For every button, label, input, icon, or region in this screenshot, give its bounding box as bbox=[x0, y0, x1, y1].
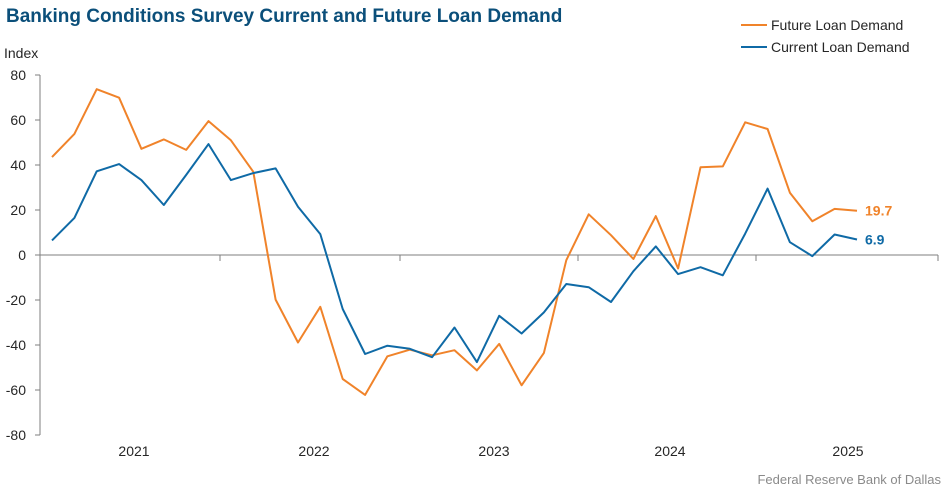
y-tick-label: -60 bbox=[6, 382, 26, 398]
y-tick-label: -20 bbox=[6, 292, 26, 308]
legend-label: Future Loan Demand bbox=[771, 17, 903, 33]
y-tick-label: 80 bbox=[10, 67, 26, 83]
series-end-label: 6.9 bbox=[865, 231, 885, 247]
y-tick-label: 60 bbox=[10, 112, 26, 128]
series-line-current-loan-demand bbox=[51, 143, 858, 364]
legend-label: Current Loan Demand bbox=[771, 39, 910, 55]
x-tick-label: 2021 bbox=[118, 443, 149, 459]
y-tick-label: 20 bbox=[10, 202, 26, 218]
y-axis-label: Index bbox=[4, 45, 38, 61]
x-tick-label: 2023 bbox=[478, 443, 509, 459]
x-tick-label: 2024 bbox=[654, 443, 685, 459]
series-line-future-loan-demand bbox=[51, 88, 858, 396]
y-tick-label: 40 bbox=[10, 157, 26, 173]
y-tick-label: 0 bbox=[18, 247, 26, 263]
x-tick-label: 2025 bbox=[832, 443, 863, 459]
y-tick-label: -40 bbox=[6, 337, 26, 353]
series-end-label: 19.7 bbox=[865, 203, 892, 219]
source-note: Federal Reserve Bank of Dallas bbox=[757, 472, 941, 487]
x-tick-label: 2022 bbox=[298, 443, 329, 459]
chart-title: Banking Conditions Survey Current and Fu… bbox=[6, 6, 563, 27]
y-tick-label: -80 bbox=[6, 427, 26, 443]
